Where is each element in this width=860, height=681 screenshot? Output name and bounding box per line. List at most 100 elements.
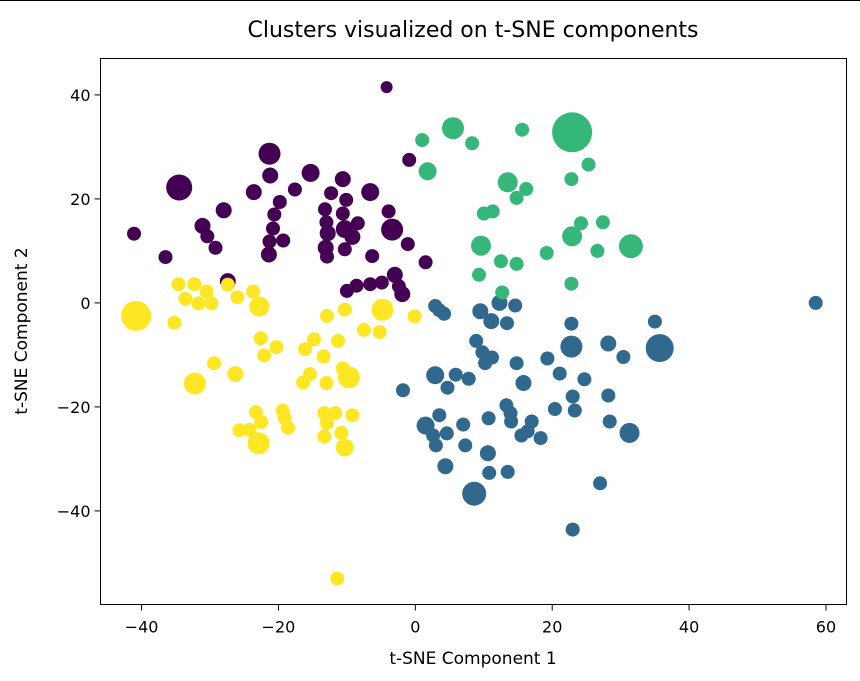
scatter-point — [462, 481, 487, 506]
scatter-point — [381, 204, 396, 219]
scatter-point — [437, 458, 454, 475]
scatter-point — [593, 476, 608, 491]
scatter-point — [540, 351, 555, 366]
scatter-point — [296, 375, 311, 390]
scatter-point — [386, 266, 403, 283]
scatter-point — [485, 204, 500, 219]
scatter-point — [199, 284, 214, 299]
scatter-point — [497, 172, 518, 193]
scatter-point — [344, 228, 361, 245]
y-axis-label: t-SNE Component 2 — [12, 247, 32, 414]
scatter-point — [319, 225, 336, 242]
scatter-point — [472, 303, 489, 320]
x-tick-label: −40 — [125, 618, 159, 637]
scatter-point — [509, 356, 524, 371]
scatter-point — [564, 276, 579, 291]
scatter-point — [319, 376, 334, 390]
scatter-point — [242, 422, 257, 437]
scatter-point — [481, 411, 496, 426]
scatter-point — [247, 432, 270, 455]
scatter-point — [432, 408, 447, 423]
scatter-point — [260, 246, 277, 263]
scatter-point — [515, 122, 530, 137]
scatter-point — [560, 335, 583, 358]
scatter-point — [328, 406, 343, 421]
scatter-point — [316, 349, 331, 364]
scatter-point — [200, 229, 215, 244]
scatter-point — [426, 366, 445, 385]
scatter-point — [509, 190, 524, 205]
scatter-point — [448, 367, 463, 382]
scatter-point — [394, 286, 411, 303]
scatter-point — [191, 296, 206, 311]
x-axis-label: t-SNE Component 1 — [389, 649, 556, 669]
scatter-point — [509, 256, 524, 271]
scatter-point — [337, 242, 352, 257]
scatter-point — [565, 389, 580, 404]
scatter-point — [215, 202, 232, 219]
y-axis: −40 −20 0 20 40 — [57, 86, 101, 521]
scatter-point — [331, 333, 345, 348]
scatter-point — [495, 285, 510, 300]
scatter-point — [167, 315, 182, 330]
scatter-point — [595, 215, 610, 230]
scatter-point — [246, 284, 261, 299]
scatter-point — [318, 202, 332, 217]
scatter-point — [519, 182, 534, 196]
x-tick-label: 0 — [410, 618, 420, 637]
scatter-point — [178, 291, 193, 306]
scatter-point — [478, 356, 493, 371]
scatter-point — [577, 372, 592, 387]
scatter-point — [287, 182, 302, 197]
scatter-point — [337, 366, 360, 389]
scatter-point — [508, 298, 523, 313]
scatter-point — [380, 81, 393, 94]
scatter-point — [361, 183, 380, 202]
scatter-point — [345, 408, 360, 423]
scatter-point — [207, 356, 222, 371]
scatter-point — [440, 380, 455, 395]
scatter-point — [574, 216, 588, 231]
scatter-point — [365, 249, 380, 264]
scatter-point — [339, 283, 354, 298]
scatter-point — [493, 254, 508, 269]
scatter-point — [437, 306, 452, 321]
scatter-point — [371, 298, 394, 321]
scatter-point — [276, 233, 291, 248]
scatter-point — [562, 226, 583, 247]
scatter-point — [602, 414, 617, 429]
scatter-point — [567, 403, 582, 418]
scatter-point — [465, 136, 480, 151]
scatter-point — [372, 325, 387, 339]
scatter-point — [301, 163, 320, 182]
scatter-point — [564, 316, 579, 331]
scatter-point — [245, 184, 262, 201]
scatter-point — [600, 335, 617, 352]
y-tick-label: 0 — [80, 294, 90, 313]
x-tick-label: 60 — [816, 618, 836, 637]
scatter-point — [808, 295, 823, 310]
scatter-point — [415, 133, 430, 148]
scatter-point — [504, 414, 519, 429]
scatter-point — [257, 348, 272, 363]
scatter-point — [539, 246, 554, 260]
scatter-point — [307, 332, 321, 347]
scatter-point — [266, 221, 280, 236]
scatter-point — [337, 302, 352, 317]
plot-frame — [100, 58, 847, 605]
scatter-point — [381, 218, 404, 241]
scatter-point — [320, 308, 334, 323]
scatter-point — [335, 438, 354, 457]
scatter-point — [281, 420, 295, 435]
scatter-point — [469, 333, 484, 348]
x-axis: −40 −20 0 20 40 60 — [125, 604, 836, 637]
scatter-point — [317, 429, 332, 444]
scatter-point — [249, 296, 270, 317]
y-tick-label: −20 — [57, 398, 91, 417]
scatter-point — [262, 234, 277, 249]
x-tick-label: 20 — [542, 618, 562, 637]
scatter-point — [324, 186, 339, 201]
scatter-point — [400, 237, 415, 252]
scatter-point — [590, 243, 605, 258]
scatter-point — [357, 322, 371, 337]
